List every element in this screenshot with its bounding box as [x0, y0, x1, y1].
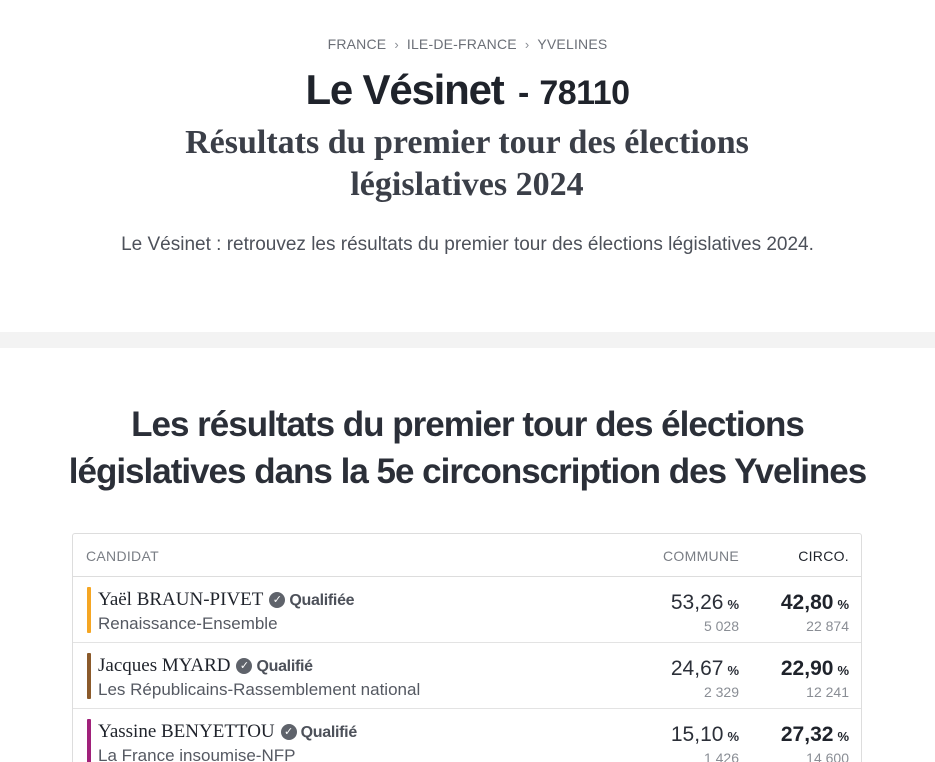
qualification-status: Qualifié [256, 658, 313, 675]
qualification-status: Qualifiée [289, 592, 355, 609]
verified-check-icon: ✓ [269, 592, 286, 608]
commune-name: Le Vésinet [305, 66, 504, 113]
table-header: CANDIDAT COMMUNE CIRCO. [73, 534, 861, 577]
chevron-right-icon: › [524, 37, 530, 52]
page-subtitle: Résultats du premier tour des élections … [185, 124, 749, 203]
circo-votes: 14 600 [806, 750, 849, 762]
breadcrumb-ile-de-france[interactable]: ILE-DE-FRANCE [406, 36, 517, 52]
title-separator: - [518, 74, 529, 112]
party-color-bar [87, 587, 91, 633]
circo-votes: 12 241 [806, 684, 849, 700]
breadcrumb-france[interactable]: FRANCE [327, 36, 387, 52]
breadcrumb-yvelines[interactable]: YVELINES [537, 36, 608, 52]
party-color-bar [87, 719, 91, 762]
verified-check-icon: ✓ [280, 724, 297, 740]
column-candidate: CANDIDAT [86, 548, 159, 564]
column-commune[interactable]: COMMUNE [663, 548, 739, 564]
breadcrumb: FRANCE › ILE-DE-FRANCE › YVELINES [0, 36, 935, 52]
party-color-bar [87, 653, 91, 699]
page-title: Le Vésinet - 78110 [0, 66, 935, 114]
commune-percent: 53,26% [670, 591, 739, 614]
commune-votes: 5 028 [703, 618, 739, 634]
commune-votes: 2 329 [703, 684, 739, 700]
verified-check-icon: ✓ [236, 658, 253, 674]
column-circo[interactable]: CIRCO. [798, 548, 849, 564]
circo-percent: 22,90% [780, 657, 849, 680]
candidate-party: Les Républicains-Rassemblement national [98, 680, 421, 699]
candidate-name: Yaël BRAUN-PIVET [98, 589, 264, 610]
candidate-name: Yassine BENYETTOU [98, 721, 275, 742]
table-row: Jacques MYARD ✓ Qualifié Les Républicains-… [73, 643, 861, 709]
candidate-party: La France insoumise-NFP [98, 746, 296, 762]
table-row: Yaël BRAUN-PIVET ✓ Qualifiée Renaissance-E… [73, 577, 861, 643]
page-header: FRANCE › ILE-DE-FRANCE › YVELINES Le Vésinet… [0, 0, 935, 332]
commune-percent: 24,67% [670, 657, 739, 680]
section-divider [0, 332, 935, 348]
candidate-name: Jacques MYARD [98, 655, 231, 676]
circo-percent: 42,80% [780, 591, 849, 614]
chevron-right-icon: › [394, 37, 399, 52]
circo-votes: 22 874 [806, 618, 849, 634]
table-row: Yassine BENYETTOU ✓ Qualifié La France ins… [73, 709, 861, 762]
qualification-status: Qualifié [300, 724, 358, 741]
circo-percent: 27,32% [780, 723, 849, 746]
commune-percent: 15,10% [670, 723, 739, 746]
candidate-party: Renaissance-Ensemble [98, 614, 278, 633]
commune-votes: 1 426 [703, 750, 739, 762]
intro-text: Le Vésinet : retrouvez les résultats du … [121, 234, 814, 255]
postal-code: 78110 [539, 74, 630, 112]
results-title: Les résultats du premier tour des électi… [68, 405, 868, 491]
results-table: CANDIDAT COMMUNE CIRCO. Yaël BRAUN-PIVET… [72, 533, 862, 762]
